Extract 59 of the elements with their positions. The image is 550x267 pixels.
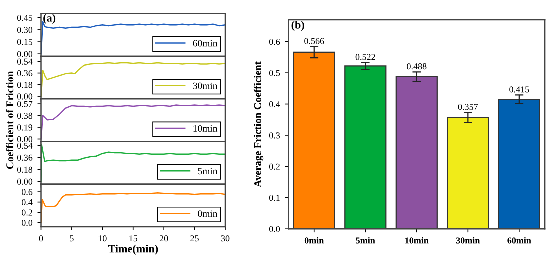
x-tick-label: 5min bbox=[356, 237, 376, 244]
data-label: 0.566 bbox=[304, 38, 324, 44]
y-tick-label: 0.3 bbox=[269, 132, 280, 139]
x-tick-label: 10min bbox=[406, 237, 429, 244]
y-tick-label: 0.1 bbox=[269, 195, 280, 202]
x-tick-label: 0 bbox=[39, 236, 44, 242]
y-tick-label: 0.4 bbox=[269, 101, 280, 108]
y-tick-label: 0.15 bbox=[17, 39, 33, 46]
y-tick-label: 0.00 bbox=[17, 136, 33, 143]
y-tick-label: 0.19 bbox=[17, 124, 33, 131]
y-tick-label: 0.2 bbox=[269, 164, 280, 170]
y-axis-title: Average Friction Coefficient bbox=[254, 62, 264, 188]
y-tick-label: 0.6 bbox=[269, 38, 280, 46]
bar bbox=[396, 76, 438, 230]
annotation: (b) bbox=[292, 21, 304, 32]
y-tick-label: 0.0 bbox=[269, 226, 280, 232]
bar bbox=[293, 52, 336, 230]
x-tick-label: 20 bbox=[160, 236, 168, 242]
data-label: 0.488 bbox=[407, 64, 427, 70]
y-tick-label: 0.54 bbox=[17, 58, 33, 65]
y-tick-label: 0.0 bbox=[22, 220, 33, 226]
x-tick-label: 30 bbox=[221, 236, 230, 242]
y-tick-label: 0.45 bbox=[17, 15, 33, 22]
bar bbox=[344, 66, 387, 230]
y-tick-label: 0.36 bbox=[17, 70, 33, 77]
y-tick-label: 0.36 bbox=[17, 154, 33, 161]
y-tick-label: 0.57 bbox=[17, 101, 33, 108]
y-axis-title: Coefficient of Friction bbox=[6, 71, 14, 170]
x-tick-label: 5 bbox=[70, 236, 74, 242]
y-tick-label: 0.4 bbox=[22, 199, 33, 206]
legend-label: 10min bbox=[194, 125, 218, 132]
x-tick-label: 30min bbox=[456, 237, 480, 244]
y-tick-label: 0.18 bbox=[17, 82, 33, 88]
y-tick-label: 0.38 bbox=[17, 112, 33, 120]
data-label: 0.415 bbox=[510, 86, 530, 93]
x-tick-label: 15 bbox=[130, 236, 138, 242]
y-tick-label: 0.18 bbox=[17, 166, 33, 173]
x-axis-title: Time(min) bbox=[108, 244, 158, 255]
legend-label: 5min bbox=[198, 168, 218, 175]
y-tick-label: 0.30 bbox=[17, 27, 33, 34]
legend-label: 0min bbox=[198, 210, 218, 218]
y-tick-label: 0.54 bbox=[17, 142, 33, 149]
y-tick-label: 0.5 bbox=[269, 70, 280, 76]
annotation: (a) bbox=[44, 14, 56, 24]
x-tick-label: 25 bbox=[190, 236, 199, 242]
legend-label: 30min bbox=[193, 82, 218, 90]
y-tick-label: 0.00 bbox=[17, 51, 33, 58]
legend-label: 60min bbox=[193, 40, 218, 47]
bar bbox=[498, 99, 540, 230]
x-tick-label: 0min bbox=[304, 237, 324, 244]
data-label: 0.522 bbox=[356, 54, 376, 60]
x-tick-label: 10 bbox=[98, 236, 107, 242]
data-label: 0.357 bbox=[458, 104, 478, 110]
y-tick-label: 0.00 bbox=[17, 178, 33, 185]
y-tick-label: 0.2 bbox=[22, 210, 32, 216]
bar bbox=[447, 117, 490, 230]
x-tick-label: 60min bbox=[508, 237, 532, 244]
y-tick-label: 0.00 bbox=[17, 94, 33, 100]
y-tick-label: 0.6 bbox=[22, 189, 33, 196]
